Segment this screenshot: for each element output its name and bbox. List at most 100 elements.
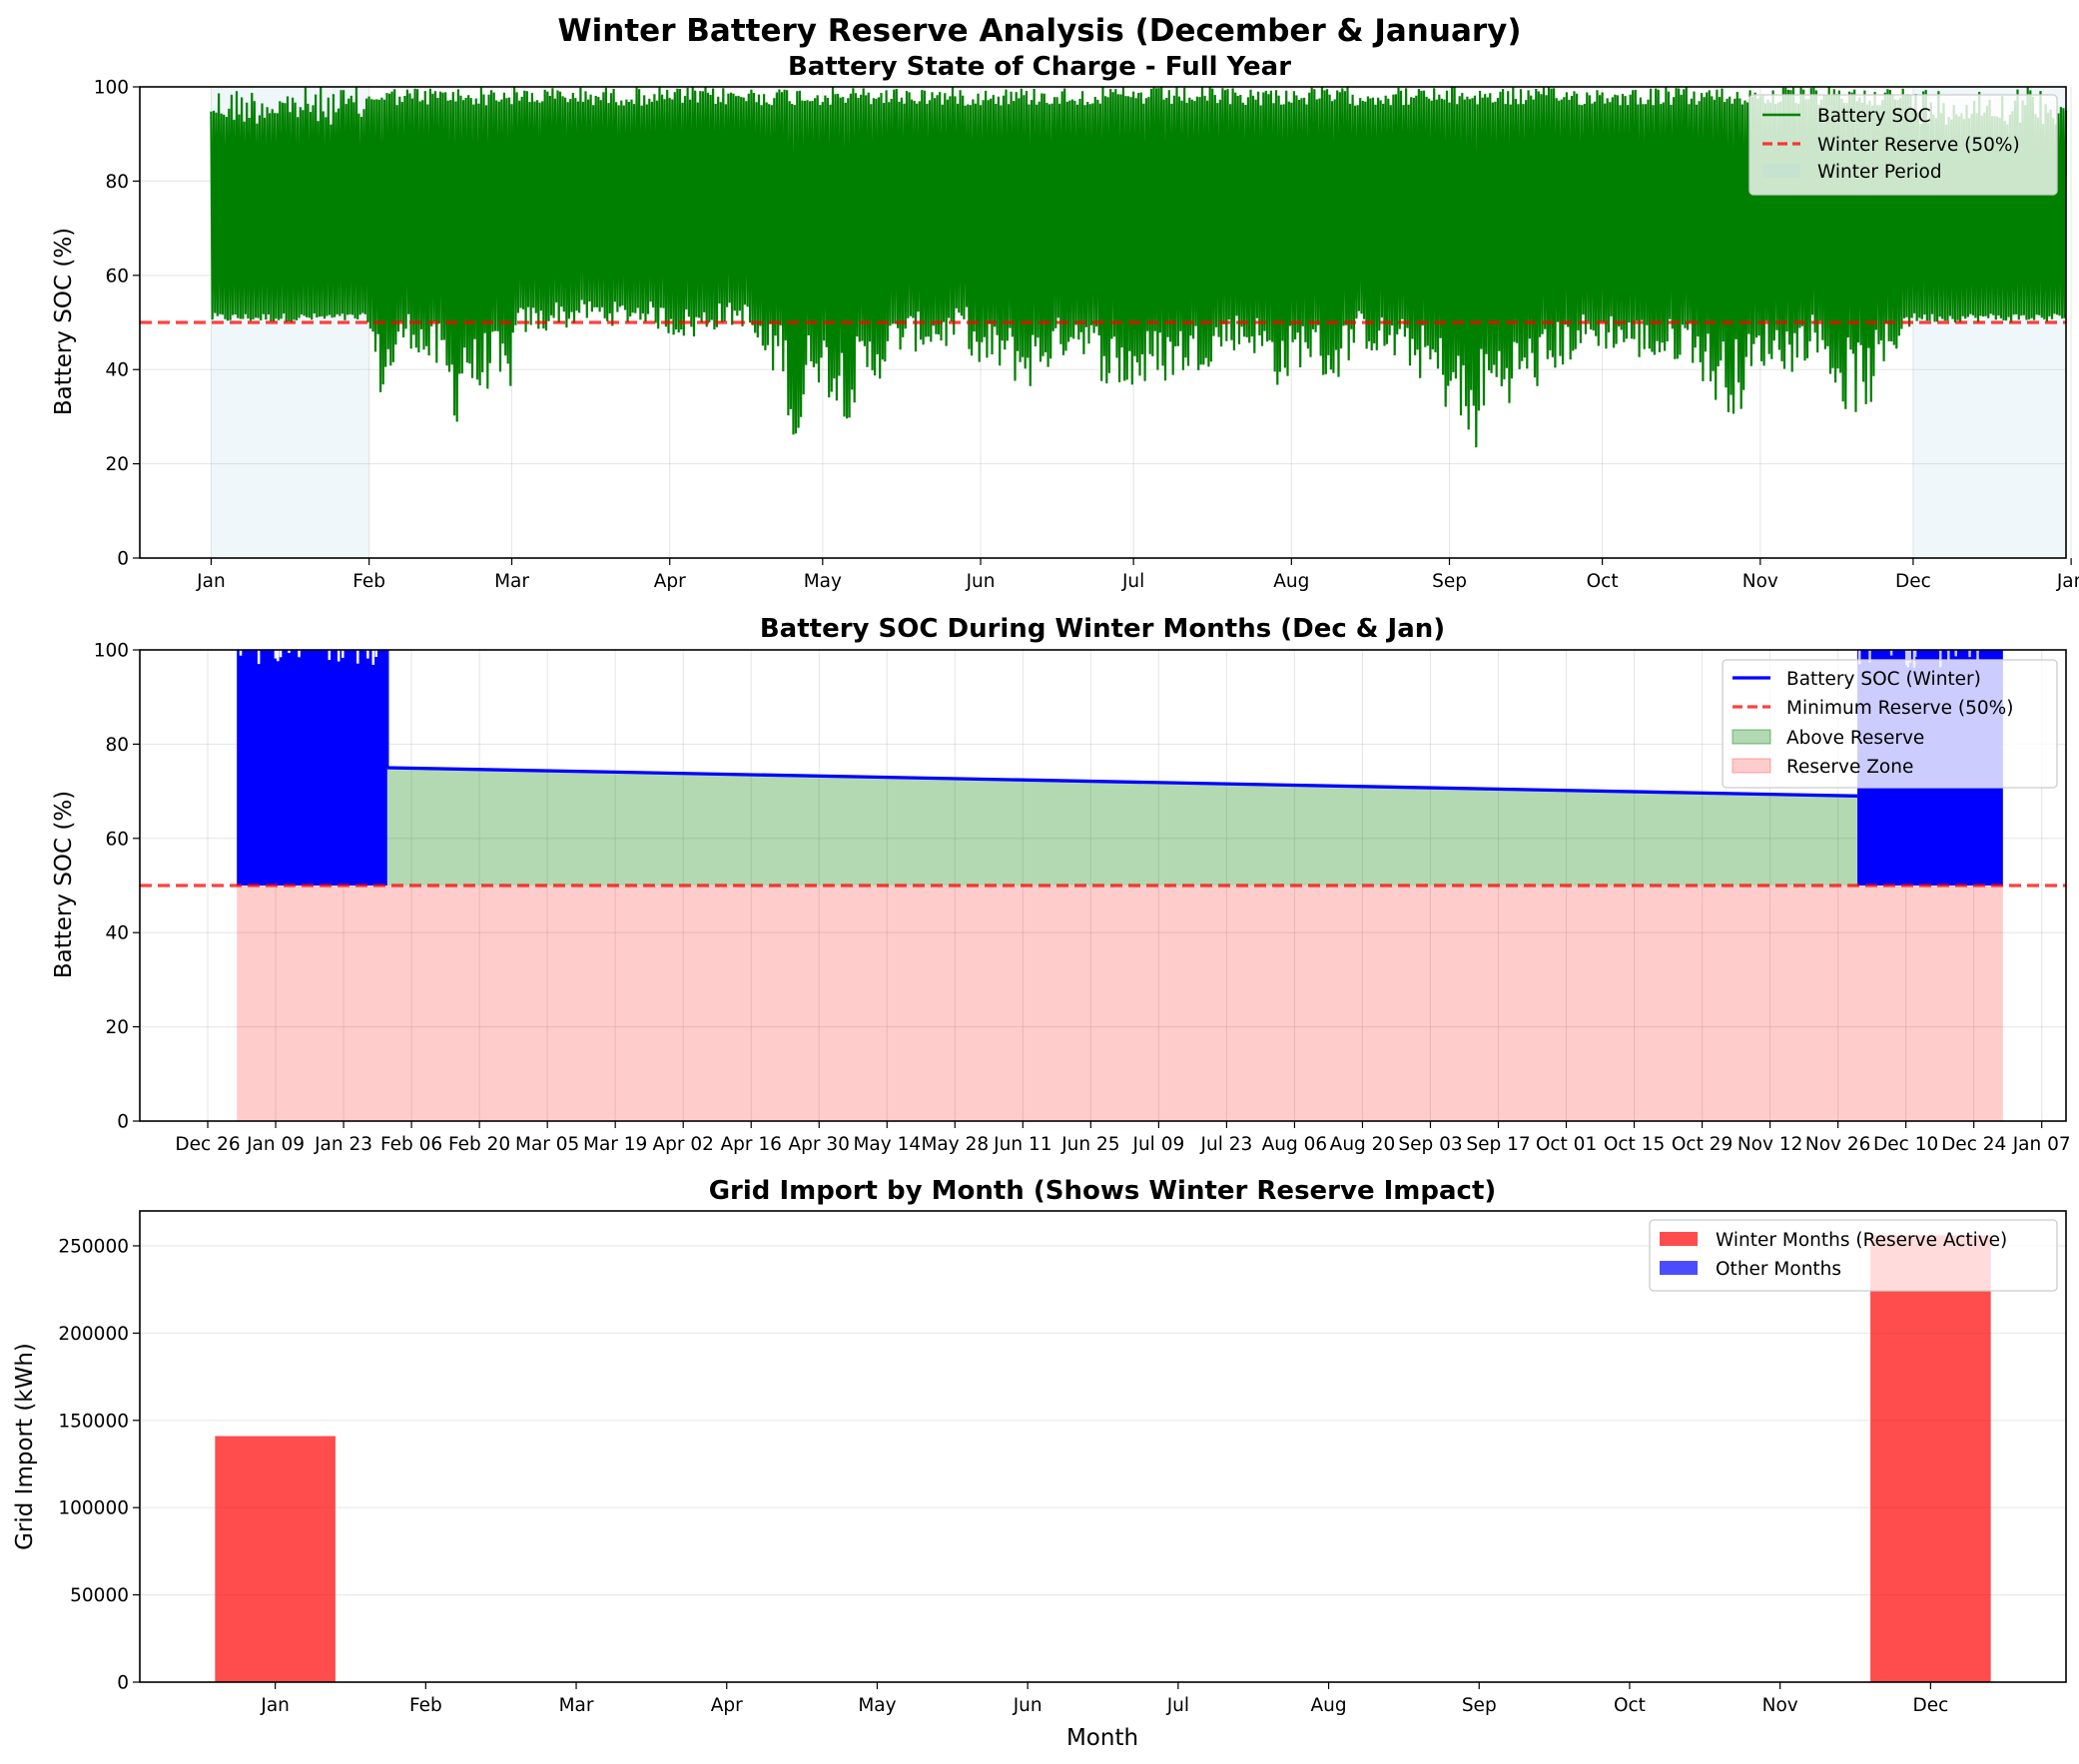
panel2-legend-box xyxy=(1722,659,2058,789)
panel2-axes: Dec 26 Jan 09 Jan 23 Feb 06 Feb 20 Mar 05 Mar … xyxy=(94,641,2071,1156)
panel3-data xyxy=(215,1235,1991,1682)
panel3-xtick-label: Aug xyxy=(1310,1695,1346,1716)
winter-soc-dip xyxy=(288,650,291,654)
panel2-ytick-label: 80 xyxy=(105,735,129,756)
winter-soc-dip xyxy=(1907,650,1911,659)
panel1-xtick-label: Apr xyxy=(654,571,686,592)
legend-other-months-label: Other Months xyxy=(1716,1259,1841,1280)
battery-soc-winter-line xyxy=(386,766,1858,798)
grid-import-bar xyxy=(215,1436,336,1682)
panel2-xtick-label: May 28 xyxy=(921,1134,989,1155)
panel1-ytick-label: 100 xyxy=(94,78,129,99)
panel1-xtick-label: Aug xyxy=(1273,571,1309,592)
panel3-axes: 0 50000 100000 150000 200000 250000 Jan Feb Mar A… xyxy=(58,1236,1948,1716)
winter-soc-dip xyxy=(298,650,301,658)
panel2-xtick-label: Nov 26 xyxy=(1805,1134,1871,1155)
battery-soc-line xyxy=(210,86,2068,448)
panel1-legend-box xyxy=(1748,94,2058,196)
panel1-xtick-label: Feb xyxy=(352,571,385,592)
legend-min-reserve-label: Minimum Reserve (50%) xyxy=(1786,698,2013,719)
winter-soc-dip xyxy=(371,650,375,665)
winter-soc-dip xyxy=(277,650,280,662)
panel1-ytick-label: 40 xyxy=(105,360,129,381)
panel3-xtick-label: Jul xyxy=(1166,1695,1189,1716)
winter-soc-dip xyxy=(1889,650,1893,656)
panel1-ylabel: Battery SOC (%) xyxy=(51,228,77,415)
panel2-ytick-label: 20 xyxy=(105,1017,129,1038)
panel1-title: Battery State of Charge - Full Year xyxy=(788,52,1291,82)
legend-soc-winter-label: Battery SOC (Winter) xyxy=(1786,669,1981,690)
panel3-title: Grid Import by Month (Shows Winter Reser… xyxy=(709,1176,1497,1206)
panel2-legend: Battery SOC (Winter) Minimum Reserve (50… xyxy=(1722,659,2058,789)
panel1-xtick-label: Dec xyxy=(1895,571,1931,592)
panel1-axes: Jan Feb Mar Apr May Jun Jul Aug Sep Oct Nov Dec Jan 0… xyxy=(94,78,2079,593)
panel2-ytick-label: 60 xyxy=(105,829,129,850)
panel3-xtick-label: Dec xyxy=(1912,1695,1948,1716)
winter-soc-dip xyxy=(1913,650,1917,657)
panel1-legend: Battery SOC Winter Reserve (50%) Winter … xyxy=(1748,94,2058,196)
panel2-xtick-label: Aug 20 xyxy=(1330,1134,1396,1155)
panel3-xlabel: Month xyxy=(1066,1725,1138,1751)
panel3-xtick-label: May xyxy=(858,1695,896,1716)
panel1-ytick-label: 20 xyxy=(105,454,129,475)
legend-other-months-swatch xyxy=(1660,1261,1698,1275)
panel-grid-import: Grid Import by Month (Shows Winter Reser… xyxy=(12,1176,2067,1751)
panel1-xtick-label: Oct xyxy=(1587,571,1619,592)
legend-above-reserve-swatch xyxy=(1732,729,1771,745)
panel2-title: Battery SOC During Winter Months (Dec & … xyxy=(760,614,1445,644)
panel2-frame xyxy=(139,649,2067,1122)
panel-winter-months: Battery SOC During Winter Months (Dec & … xyxy=(51,614,2071,1155)
panel3-xtick-label: Sep xyxy=(1462,1695,1497,1716)
panel2-xtick-label: Mar 05 xyxy=(515,1134,579,1155)
winter-soc-dip xyxy=(1906,650,1910,668)
panel1-xtick-label: Jun xyxy=(966,571,996,592)
panel2-xtick-label: Sep 03 xyxy=(1398,1134,1462,1155)
panel2-xtick-label: Feb 20 xyxy=(448,1134,510,1155)
legend-reserve-zone-label: Reserve Zone xyxy=(1786,757,1913,778)
panel3-legend-box xyxy=(1649,1219,2058,1292)
winter-soc-dip xyxy=(279,650,283,658)
panel3-xtick-label: Jun xyxy=(1013,1695,1042,1716)
winter-soc-dip xyxy=(1976,650,1979,660)
panel1-xtick-label: Mar xyxy=(494,571,529,592)
reserve-zone-fill xyxy=(237,885,2003,1121)
panel2-xtick-label: Oct 15 xyxy=(1604,1134,1665,1155)
panel1-xtick-label: Nov xyxy=(1742,571,1778,592)
winter-soc-dip xyxy=(1912,650,1916,668)
panel2-xtick-label: May 14 xyxy=(853,1134,921,1155)
panel2-xtick-label: Apr 16 xyxy=(721,1134,782,1155)
legend-soc-label: Battery SOC xyxy=(1817,106,1931,127)
winter-soc-dip xyxy=(356,650,359,664)
panel3-xtick-label: Apr xyxy=(711,1695,743,1716)
panel3-ytick-label: 50000 xyxy=(70,1585,129,1606)
panel1-xtick-label: Jan xyxy=(2056,571,2079,592)
panel2-xtick-label: Oct 01 xyxy=(1536,1134,1597,1155)
panel3-ytick-label: 250000 xyxy=(58,1236,129,1257)
panel2-xtick-label: Apr 30 xyxy=(789,1134,850,1155)
winter-soc-dip xyxy=(257,650,261,665)
winter-soc-dip xyxy=(342,650,345,658)
winter-soc-dip xyxy=(1857,650,1861,665)
panel2-xtick-label: Mar 19 xyxy=(583,1134,647,1155)
panel-full-year: Battery State of Charge - Full Year Batt… xyxy=(51,52,2079,592)
panel2-xtick-label: Jan 07 xyxy=(2012,1134,2071,1155)
grid-import-bar xyxy=(1870,1235,1991,1682)
winter-soc-dip xyxy=(1954,650,1957,657)
panel2-data xyxy=(140,650,2066,1121)
panel2-xtick-label: Dec 10 xyxy=(1873,1134,1938,1155)
panel3-frame xyxy=(139,1210,2067,1683)
panel2-xtick-label: Aug 06 xyxy=(1262,1134,1328,1155)
winter-soc-dip xyxy=(1939,650,1942,668)
above-reserve-fill xyxy=(386,768,1858,885)
winter-soc-dip xyxy=(366,650,369,659)
panel2-xtick-label: Jan 09 xyxy=(246,1134,305,1155)
legend-winter-label: Winter Period xyxy=(1817,162,1942,183)
winter-soc-dip xyxy=(274,650,278,659)
legend-winter-months-label: Winter Months (Reserve Active) xyxy=(1716,1230,2007,1251)
panel1-xtick-label: Jan xyxy=(196,571,226,592)
panel2-ytick-label: 0 xyxy=(117,1112,129,1133)
panel3-xtick-label: Jan xyxy=(260,1695,290,1716)
panel3-ytick-label: 150000 xyxy=(58,1411,129,1432)
panel1-ytick-label: 0 xyxy=(117,549,129,570)
legend-reserve-label: Winter Reserve (50%) xyxy=(1817,135,2020,156)
